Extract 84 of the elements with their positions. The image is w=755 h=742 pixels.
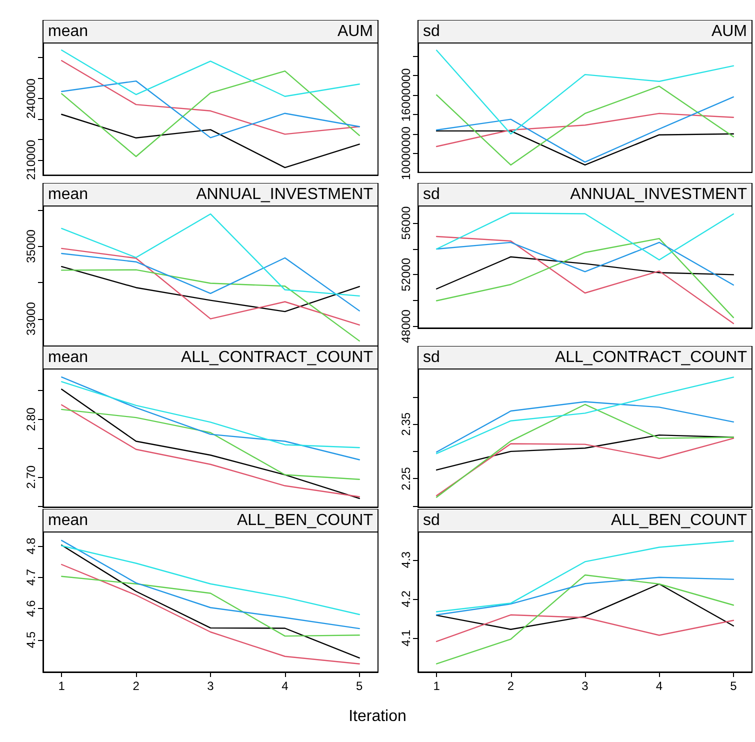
- x-tick-label: 5: [730, 679, 738, 693]
- y-tick-label: 4.3: [399, 551, 413, 568]
- chart-subtitle: mean: [48, 349, 88, 366]
- y-tick-label: 4.6: [24, 600, 38, 617]
- y-tick-label: 210000: [24, 140, 38, 180]
- y-tick-label: 2.80: [24, 407, 38, 431]
- line-series: [61, 576, 360, 637]
- y-tick-label: 2.70: [24, 465, 38, 489]
- chart-subtitle: mean: [48, 23, 88, 40]
- line-series: [61, 80, 360, 138]
- line-series: [436, 86, 734, 166]
- x-tick-label: 1: [433, 679, 440, 693]
- chart-subtitle: mean: [48, 186, 88, 203]
- chart-title: AUM: [711, 23, 747, 40]
- y-tick-label: 4.7: [24, 568, 38, 586]
- line-series: [61, 404, 360, 498]
- line-series: [61, 60, 360, 135]
- line-series: [436, 376, 734, 454]
- y-tick-label: 2.25: [399, 466, 413, 490]
- x-tick-label: 3: [582, 679, 589, 693]
- y-tick-label: 56000: [399, 206, 413, 240]
- chart-subtitle: sd: [423, 23, 440, 40]
- line-series: [61, 381, 360, 448]
- x-tick-label: 5: [356, 679, 364, 693]
- chart-subtitle: sd: [423, 349, 440, 366]
- chart-title: ALL_CONTRACT_COUNT: [554, 349, 748, 366]
- x-axis-title: Iteration: [348, 708, 408, 726]
- line-series: [61, 70, 360, 158]
- x-tick-label: 4: [282, 679, 289, 693]
- line-series: [436, 583, 734, 630]
- line-series: [61, 545, 360, 616]
- line-series: [61, 213, 360, 297]
- line-series: [61, 252, 360, 312]
- line-series: [436, 242, 734, 286]
- chart-title: ANNUAL_INVESTMENT: [570, 186, 748, 203]
- chart-title: ALL_BEN_COUNT: [236, 512, 374, 529]
- y-tick-label: 240000: [24, 78, 38, 119]
- line-series: [436, 130, 734, 166]
- chart-title: ANNUAL_INVESTMENT: [196, 186, 374, 203]
- line-series: [61, 50, 360, 97]
- x-tick-label: 3: [207, 679, 214, 693]
- y-tick-label: 33000: [24, 302, 38, 336]
- line-series: [61, 376, 360, 460]
- x-tick-label: 4: [656, 679, 663, 693]
- chart-title: ALL_CONTRACT_COUNT: [180, 349, 374, 366]
- y-tick-label: 4.8: [24, 537, 38, 554]
- line-series: [61, 266, 360, 312]
- x-tick-label: 2: [507, 679, 514, 693]
- y-tick-label: 2.35: [399, 412, 413, 436]
- y-tick-label: 16000000: [399, 68, 413, 122]
- chart-title: AUM: [337, 23, 373, 40]
- line-series: [61, 269, 360, 342]
- line-series: [61, 408, 360, 480]
- x-tick-label: 2: [132, 679, 140, 693]
- line-series: [61, 564, 360, 664]
- chart-subtitle: sd: [423, 512, 440, 529]
- line-series: [436, 438, 734, 496]
- line-series: [436, 50, 734, 134]
- line-series: [436, 576, 734, 616]
- line-series: [436, 212, 734, 260]
- y-tick-label: 35000: [24, 229, 38, 263]
- chart-subtitle: mean: [48, 512, 88, 529]
- line-series: [436, 540, 734, 612]
- y-tick-label: 4.1: [399, 629, 413, 646]
- line-series: [61, 540, 360, 630]
- line-series: [61, 114, 360, 168]
- y-tick-label: 52000: [399, 258, 413, 292]
- y-tick-label: 4.2: [399, 590, 413, 608]
- line-series: [436, 401, 734, 453]
- line-series: [436, 256, 734, 290]
- line-series: [436, 574, 734, 664]
- line-series: [61, 388, 360, 500]
- line-series: [436, 96, 734, 163]
- line-series: [436, 614, 734, 642]
- line-series: [436, 112, 734, 148]
- line-series: [61, 544, 360, 659]
- x-tick-label: 1: [58, 679, 66, 693]
- line-series: [436, 404, 734, 498]
- chart-subtitle: sd: [423, 186, 440, 203]
- y-tick-label: 10000000: [399, 126, 413, 180]
- y-tick-label: 48000: [399, 309, 413, 344]
- y-tick-label: 4.5: [24, 631, 38, 648]
- chart-title: ALL_BEN_COUNT: [610, 512, 748, 529]
- line-series: [61, 248, 360, 326]
